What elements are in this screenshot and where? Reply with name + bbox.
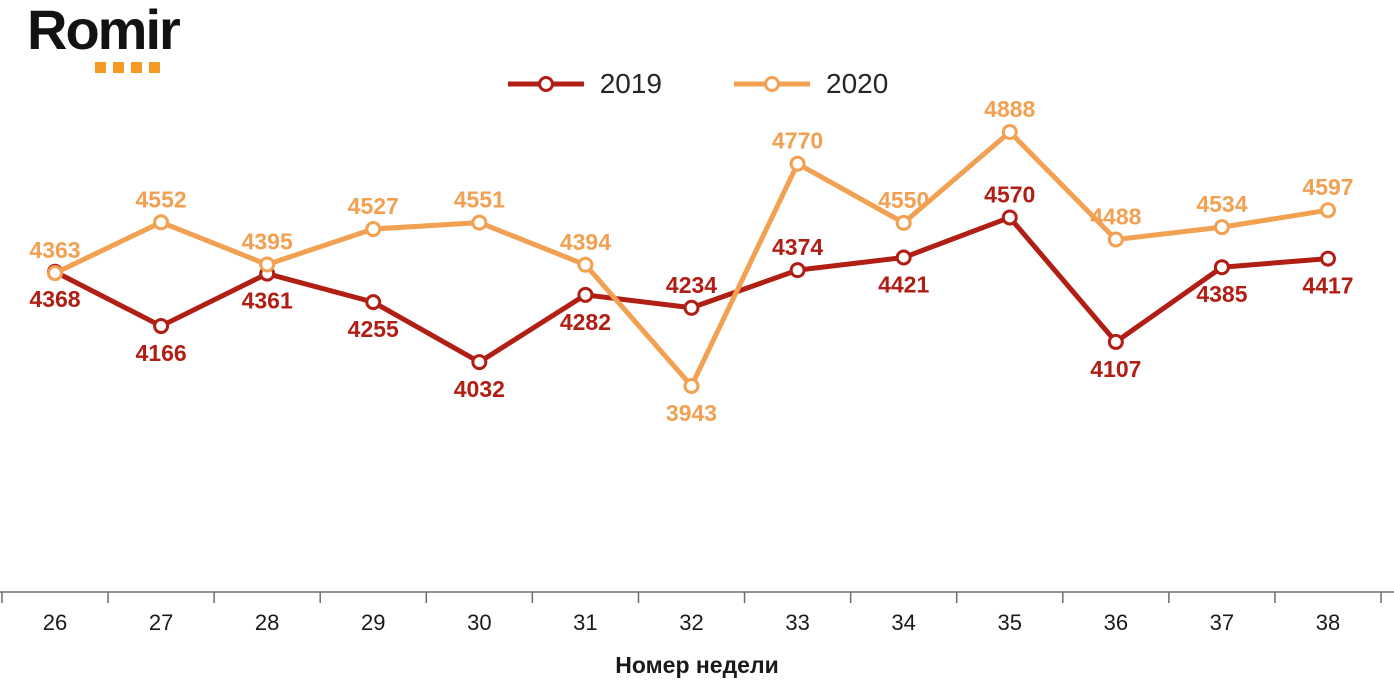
logo-dots-icon <box>95 62 179 73</box>
x-tick-label: 27 <box>149 610 173 635</box>
series-line-2020 <box>52 129 1331 389</box>
data-point <box>259 256 276 273</box>
data-point <box>1213 259 1230 276</box>
data-point <box>1107 333 1124 350</box>
data-label: 4394 <box>560 229 611 255</box>
data-point <box>895 214 912 231</box>
legend: 2019 2020 <box>0 68 1394 100</box>
data-label: 4363 <box>29 237 80 263</box>
data-label: 4421 <box>878 272 929 298</box>
logo-text: Romir <box>27 0 181 61</box>
data-label: 4488 <box>1090 204 1141 230</box>
data-label: 4255 <box>348 316 399 342</box>
logo-dot <box>131 62 142 73</box>
data-label: 4888 <box>984 96 1035 122</box>
data-label: 4368 <box>29 286 80 312</box>
data-label: 4770 <box>772 128 823 154</box>
legend-item-2020: 2020 <box>732 68 888 100</box>
data-point <box>1107 231 1124 248</box>
x-tick-label: 31 <box>573 610 597 635</box>
data-point <box>683 378 700 394</box>
data-label: 4282 <box>560 309 611 335</box>
x-tick-label: 29 <box>361 610 385 635</box>
data-label: 4166 <box>135 340 186 366</box>
x-tick-label: 36 <box>1104 610 1128 635</box>
legend-marker-2020-icon <box>734 76 810 92</box>
data-label: 4550 <box>878 187 929 213</box>
legend-marker-2019-icon <box>507 76 584 92</box>
data-point <box>365 294 382 311</box>
data-point <box>153 318 170 335</box>
data-point <box>895 249 912 266</box>
data-label: 4570 <box>984 181 1035 207</box>
data-label: 4361 <box>242 288 293 314</box>
data-point <box>789 262 806 279</box>
logo-dot <box>113 62 124 73</box>
data-point <box>1213 219 1230 236</box>
data-point <box>1320 202 1336 219</box>
x-tick-label: 38 <box>1316 610 1340 635</box>
data-label: 4527 <box>348 193 399 219</box>
data-label: 4032 <box>454 376 505 402</box>
data-label: 4385 <box>1196 281 1247 307</box>
data-label: 4234 <box>666 272 717 298</box>
logo-dot <box>149 62 160 73</box>
data-label: 4107 <box>1090 356 1141 382</box>
data-label: 4534 <box>1196 191 1247 217</box>
data-point <box>577 256 594 273</box>
data-label: 4597 <box>1302 174 1353 200</box>
romir-logo: Romir <box>27 0 181 73</box>
data-point <box>789 155 806 172</box>
data-point <box>1001 209 1018 226</box>
x-tick-label: 33 <box>785 610 809 635</box>
data-point <box>1320 250 1336 267</box>
data-point <box>47 265 63 282</box>
data-point <box>577 286 594 303</box>
x-axis-title: Номер недели <box>615 652 779 678</box>
x-tick-label: 35 <box>998 610 1022 635</box>
data-label: 4374 <box>772 234 823 260</box>
data-point <box>1001 124 1018 140</box>
data-label: 4551 <box>454 187 505 213</box>
x-tick-label: 30 <box>467 610 491 635</box>
x-tick-label: 32 <box>679 610 703 635</box>
data-point <box>153 214 170 231</box>
data-label: 4552 <box>135 186 186 212</box>
data-label: 4395 <box>242 229 293 255</box>
data-point <box>683 299 700 316</box>
x-tick-label: 28 <box>255 610 279 635</box>
x-tick-label: 37 <box>1210 610 1234 635</box>
data-point <box>365 221 382 238</box>
data-point <box>471 214 488 231</box>
legend-label-2020: 2020 <box>826 68 889 99</box>
data-point <box>471 354 488 371</box>
legend-label-2019: 2019 <box>599 68 662 99</box>
logo-dot <box>95 62 106 73</box>
x-tick-label: 26 <box>43 610 67 635</box>
legend-item-2019: 2019 <box>506 68 662 100</box>
x-tick-label: 34 <box>891 610 915 635</box>
data-label: 4417 <box>1302 273 1353 299</box>
data-label: 3943 <box>666 400 717 426</box>
